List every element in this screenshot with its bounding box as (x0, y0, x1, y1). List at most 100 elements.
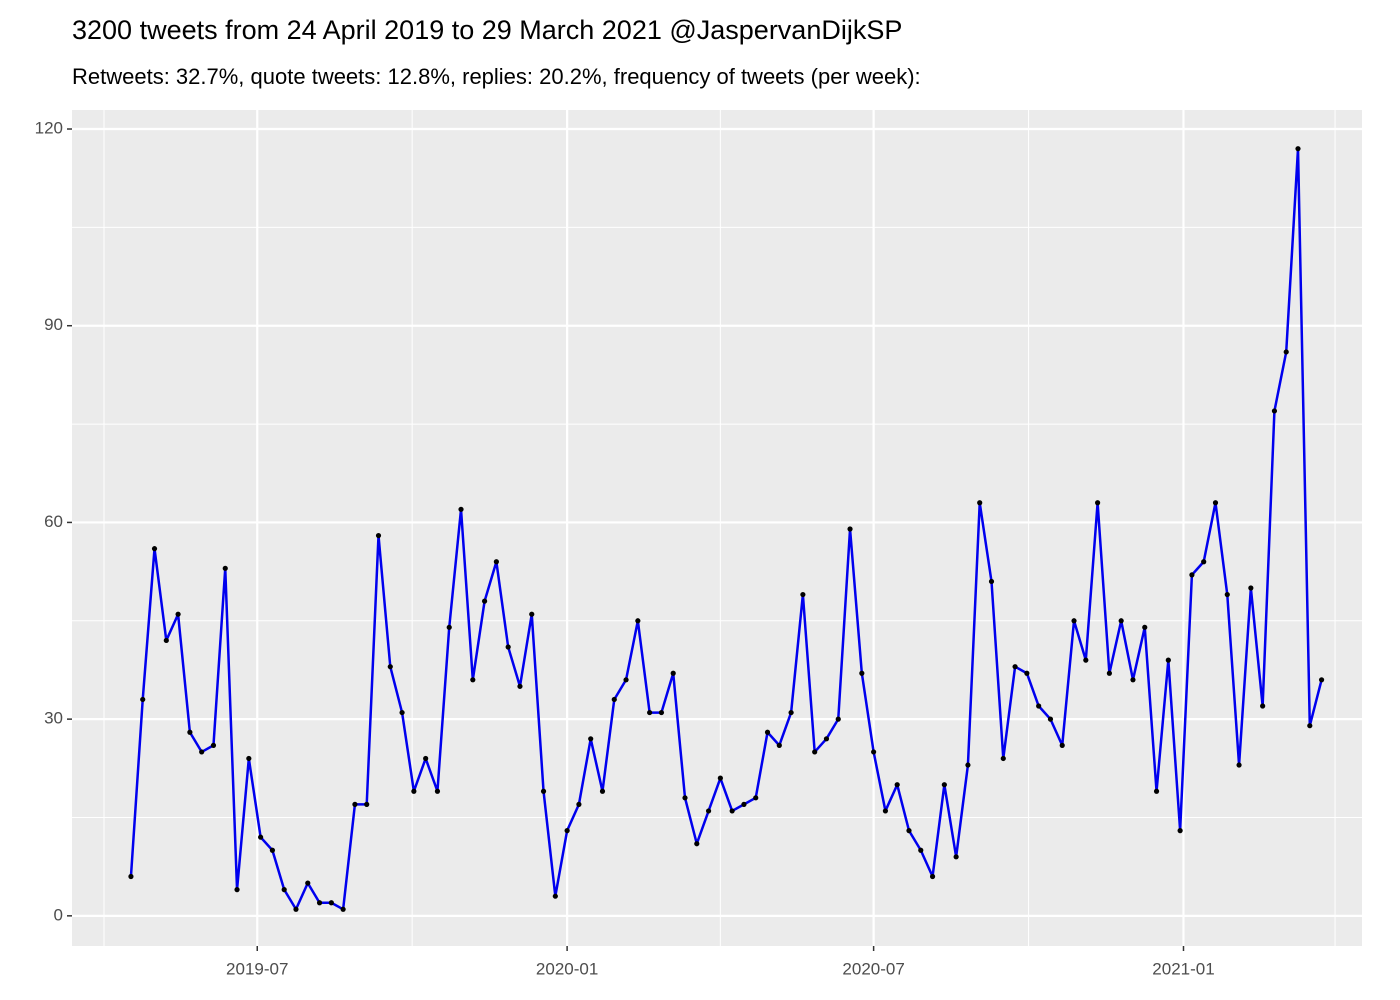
point (576, 801, 582, 807)
point (446, 624, 452, 630)
point (1095, 500, 1101, 506)
point (352, 801, 358, 807)
x-tick-label: 2019-07 (226, 959, 288, 978)
point (1036, 703, 1042, 709)
point (399, 709, 405, 716)
point (1318, 677, 1325, 683)
point (1153, 788, 1160, 794)
point (387, 664, 393, 670)
point (906, 827, 912, 834)
point (411, 788, 417, 794)
point (953, 854, 959, 860)
point (835, 716, 841, 722)
point (458, 506, 464, 512)
point (729, 808, 735, 814)
point (894, 782, 900, 788)
point (1212, 500, 1219, 506)
point (1283, 349, 1289, 355)
point (670, 670, 676, 676)
y-tick-label: 60 (44, 512, 63, 531)
point (175, 611, 181, 617)
point (246, 755, 252, 762)
y-tick-label: 120 (35, 118, 63, 137)
point (434, 788, 441, 794)
point (658, 709, 665, 716)
point (882, 808, 889, 814)
point (929, 873, 936, 880)
x-tick-label: 2020-01 (536, 959, 598, 978)
point (1024, 670, 1030, 676)
point (1271, 408, 1278, 414)
x-tick-label: 2020-07 (842, 959, 904, 978)
point (375, 532, 382, 539)
point (717, 775, 723, 781)
point (741, 801, 747, 807)
point (611, 696, 617, 703)
point (764, 729, 771, 735)
point (1248, 585, 1254, 591)
point (682, 795, 688, 801)
point (258, 834, 264, 840)
point (1142, 624, 1148, 630)
chart-title: 3200 tweets from 24 April 2019 to 29 Mar… (72, 15, 902, 45)
point (823, 736, 830, 742)
point (364, 801, 370, 807)
point (564, 827, 570, 834)
point (128, 873, 134, 880)
point (140, 696, 146, 703)
point (635, 618, 641, 624)
point (222, 565, 228, 571)
point (859, 670, 865, 676)
point (1106, 670, 1112, 676)
point (753, 795, 759, 801)
y-tick-label: 90 (44, 315, 63, 334)
point (1236, 762, 1242, 768)
point (210, 742, 217, 748)
chart-subtitle: Retweets: 32.7%, quote tweets: 12.8%, re… (72, 64, 921, 89)
point (812, 749, 818, 755)
point (647, 709, 653, 716)
point (328, 900, 334, 906)
point (1000, 755, 1006, 762)
point (988, 578, 995, 585)
point (705, 808, 712, 814)
point (1083, 657, 1089, 663)
point (1260, 703, 1266, 709)
point (493, 559, 499, 565)
point (1189, 572, 1195, 578)
point (871, 749, 877, 755)
panel (72, 110, 1362, 946)
point (423, 755, 429, 762)
point (316, 900, 323, 906)
point (481, 598, 488, 604)
point (1201, 559, 1207, 565)
point (293, 906, 299, 912)
point (340, 906, 346, 912)
point (305, 880, 311, 886)
point (1047, 716, 1054, 722)
point (540, 788, 547, 794)
point (199, 749, 205, 755)
point (1165, 657, 1171, 663)
point (788, 709, 794, 716)
point (1177, 827, 1183, 834)
point (234, 887, 240, 893)
point (552, 893, 558, 899)
point (1224, 591, 1230, 598)
point (847, 526, 853, 532)
point (800, 591, 806, 598)
point (776, 742, 782, 748)
y-tick-label: 30 (44, 709, 63, 728)
point (1071, 618, 1077, 624)
y-tick-label: 0 (54, 905, 63, 924)
point (694, 841, 700, 847)
point (599, 788, 606, 794)
point (529, 611, 535, 617)
point (187, 729, 193, 735)
point (470, 677, 476, 683)
point (1295, 146, 1301, 152)
point (517, 683, 523, 689)
point (918, 847, 924, 853)
